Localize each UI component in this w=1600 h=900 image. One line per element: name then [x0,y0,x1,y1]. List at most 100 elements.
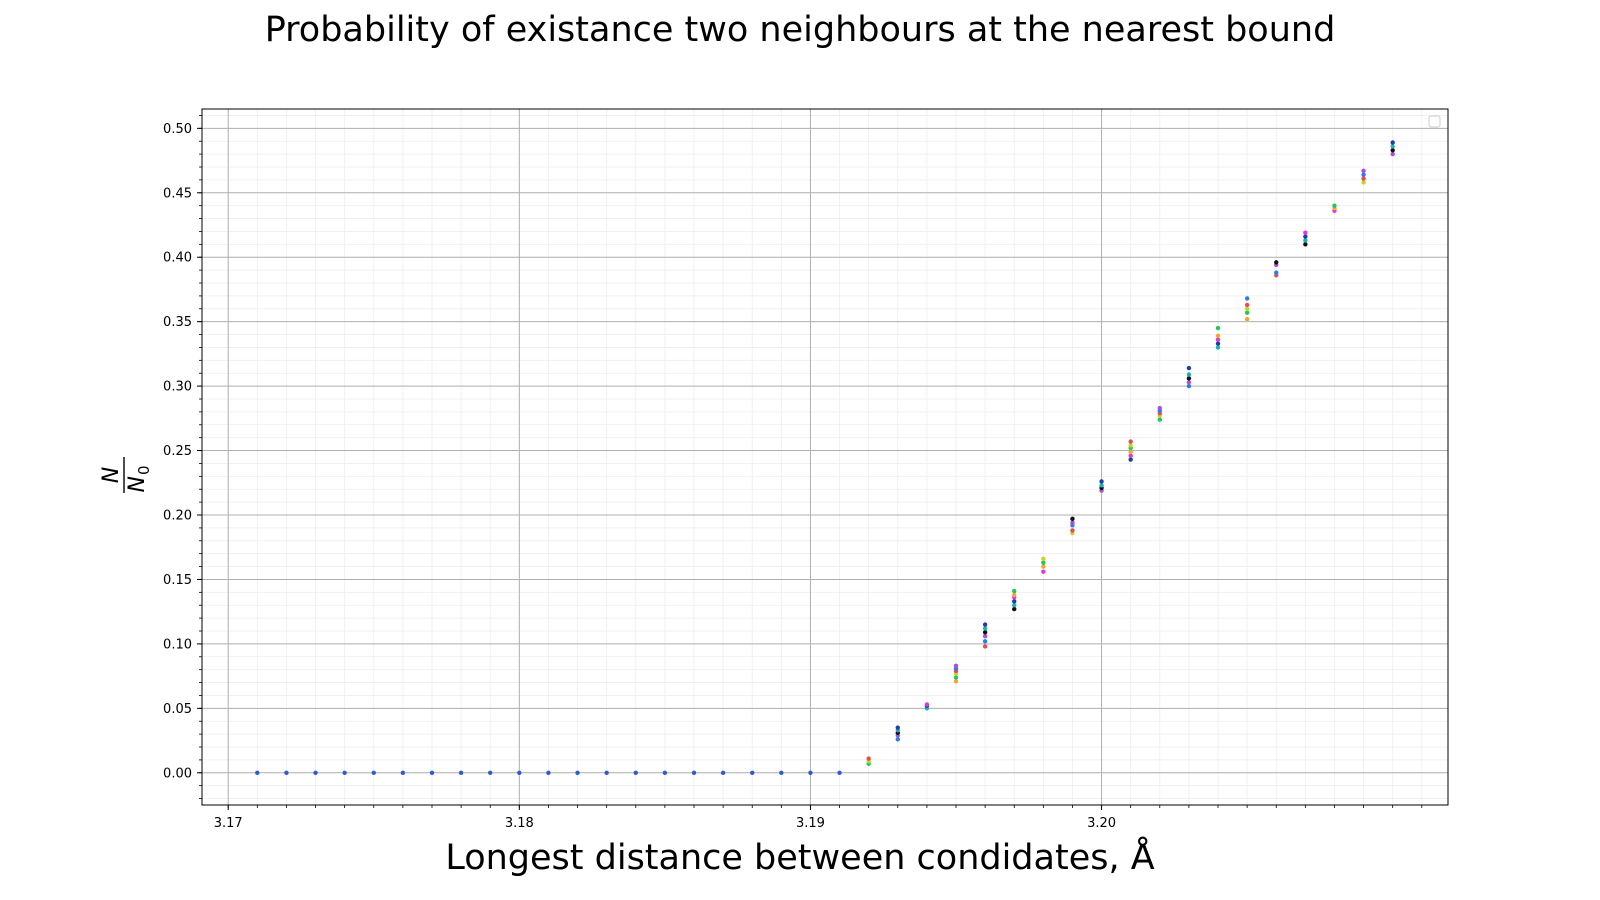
data-point [1303,242,1308,247]
data-point [1186,372,1192,377]
data-point [1128,439,1133,444]
data-point [1041,560,1046,565]
y-tick-label: 0.45 [163,186,192,201]
x-tick-label: 3.18 [505,816,534,831]
y-axis-label: N N0 [92,445,153,505]
data-point [1390,148,1395,153]
plot-frame [201,108,1449,806]
data-point [1303,234,1308,239]
data-point [982,622,988,627]
data-point [1390,151,1395,157]
data-point [1041,569,1046,574]
data-point [400,770,406,775]
data-point [953,663,959,668]
y-tick-label: 0.50 [163,122,192,137]
data-point [720,770,726,775]
data-point [895,725,900,730]
data-point [1128,449,1133,455]
data-point [1041,564,1046,569]
data-point [575,770,580,775]
data-point [982,630,988,635]
data-point [1099,479,1104,484]
data-point [604,770,609,775]
x-tick-label: 3.19 [796,816,825,831]
data-point [342,770,347,775]
data-point [488,770,493,775]
data-points [255,140,1395,775]
y-tick-label: 0.35 [163,315,192,330]
y-tick-label: 0.30 [163,380,192,395]
data-point [924,702,930,707]
x-tick-label: 3.17 [214,816,243,831]
data-point [837,770,842,775]
data-point [1361,180,1366,185]
data-point [1390,144,1395,149]
x-tick-label: 3.20 [1087,816,1116,831]
data-point [1215,345,1221,350]
data-point [1186,365,1192,371]
data-point [953,675,959,680]
data-point [1215,333,1221,339]
data-point [1244,316,1250,322]
data-point [371,770,376,775]
y-tick-label: 0.05 [163,702,192,717]
data-point [982,633,988,639]
y-tick-label: 0.40 [163,251,192,266]
data-point [982,626,988,631]
data-point [1128,443,1133,448]
data-point [1070,520,1075,525]
data-point [284,770,289,775]
data-point [1041,556,1046,562]
data-point [1215,325,1221,331]
minor-grid [202,109,1448,805]
data-point [750,770,755,775]
data-point [1244,296,1250,301]
data-point [1244,310,1250,315]
data-point [1332,203,1337,208]
chart-title: Probability of existance two neighbours … [264,10,1336,50]
data-point [1390,140,1395,145]
data-point [1070,516,1075,522]
y-label-numerator: N [99,467,124,483]
y-axis-ticks: 0.00 0.05 0.10 0.15 0.20 0.25 0.30 0.35 0.40 0.45… [163,115,202,799]
data-point [953,679,959,684]
x-axis-label: Longest distance between condidates, Å [445,838,1155,878]
data-point [1070,528,1075,533]
major-grid [202,109,1448,805]
data-point [517,770,522,775]
y-tick-label: 0.25 [163,444,192,459]
data-point [982,644,988,649]
data-point [1361,176,1366,181]
x-axis-ticks: 3.17 3.18 3.19 3.20 [214,805,1423,831]
data-point [1186,376,1192,381]
data-point [1012,606,1017,612]
data-point [1215,341,1221,346]
y-label-denominator: N0 [125,465,152,492]
data-point [1303,230,1308,235]
data-point [1186,380,1192,385]
data-point [691,770,697,775]
data-point [1157,417,1162,422]
data-point [1012,599,1017,604]
data-point [546,770,551,775]
data-point [895,737,900,742]
data-point [779,770,784,775]
data-point [1244,306,1250,311]
legend-box [1428,115,1441,128]
data-point [255,770,260,775]
data-point [1361,172,1366,177]
data-point [1128,453,1133,458]
data-point [808,770,813,775]
data-point [662,770,668,775]
data-point [982,639,988,644]
y-tick-label: 0.00 [163,766,192,781]
data-point [866,756,871,761]
data-point [1274,270,1279,275]
data-point [313,770,318,775]
data-point [1186,383,1192,389]
data-point [1244,302,1250,308]
data-point [429,770,435,775]
data-point [458,770,464,775]
y-tick-label: 0.15 [163,573,192,588]
